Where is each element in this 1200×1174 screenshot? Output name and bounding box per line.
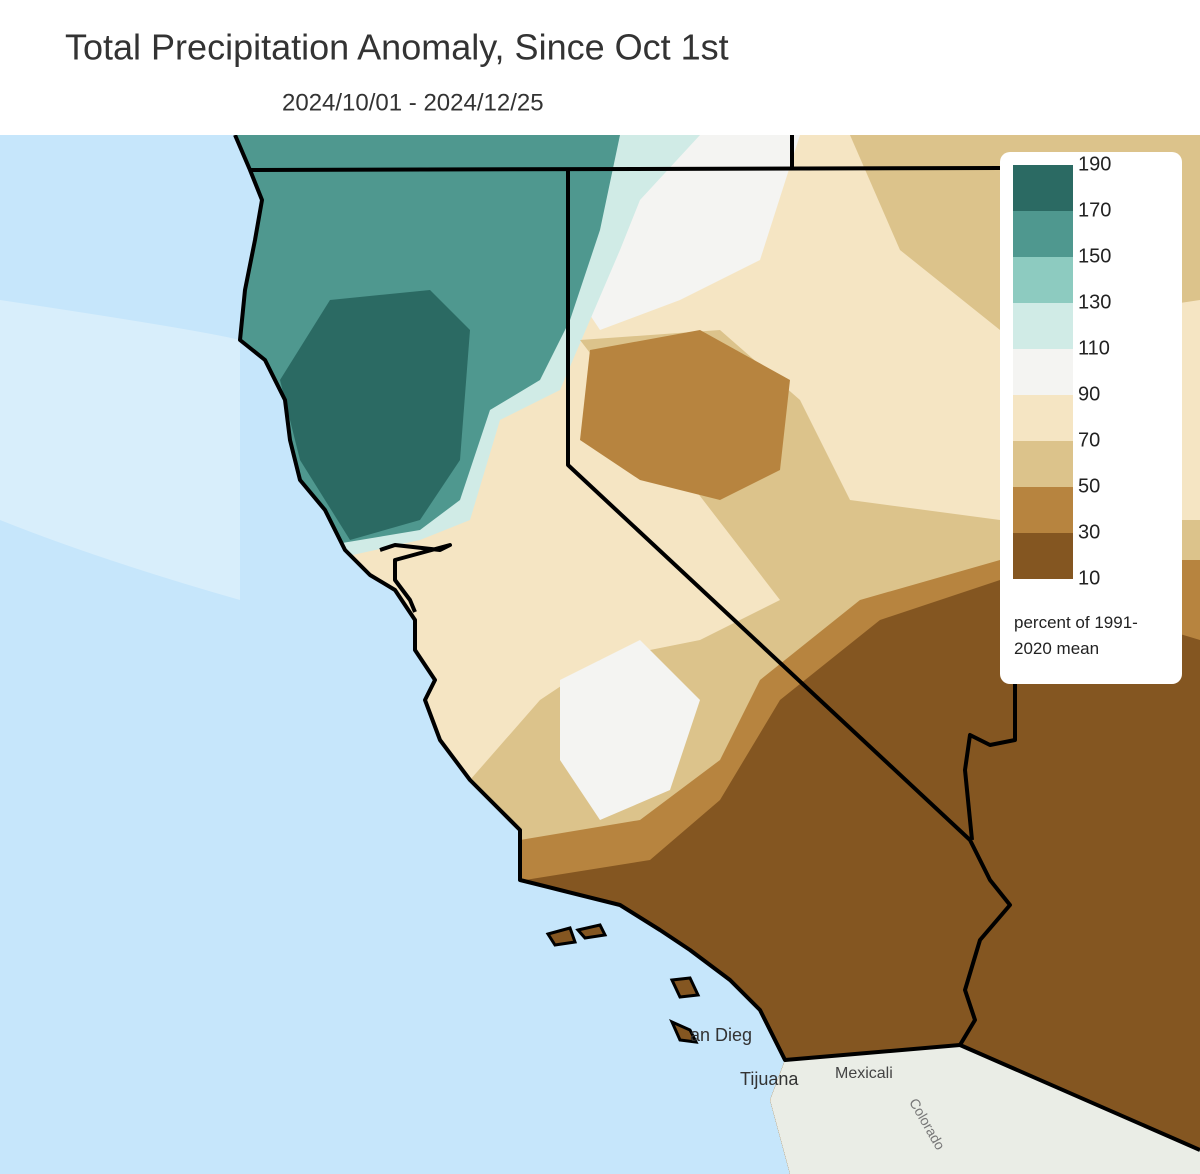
legend-tick-label: 50	[1078, 475, 1100, 497]
legend-caption-box: percent of 1991-2020 mean	[1014, 613, 1138, 658]
legend-swatch	[1013, 395, 1073, 441]
legend-tick-label: 150	[1078, 245, 1111, 267]
legend-swatch	[1013, 303, 1073, 349]
legend-swatch	[1013, 165, 1073, 211]
place-label: an Dieg	[690, 1025, 752, 1045]
legend-tick-label: 170	[1078, 199, 1111, 221]
mexico	[770, 1045, 1200, 1174]
borders	[233, 134, 1200, 1152]
legend-caption: percent of 1991-2020 mean	[1014, 613, 1138, 658]
shelf	[0, 300, 240, 600]
place-label: Tijuana	[740, 1069, 799, 1089]
zone-wettest	[280, 290, 470, 540]
legend-swatch	[1013, 487, 1073, 533]
legend-tick-label: 70	[1078, 429, 1100, 451]
legend-swatch	[1013, 349, 1073, 395]
title: Total Precipitation Anomaly, Since Oct 1…	[65, 27, 729, 68]
legend-tick-label: 130	[1078, 291, 1111, 313]
legend-tick-label: 110	[1078, 337, 1110, 359]
legend-swatch	[1013, 211, 1073, 257]
zone-normal-valley	[560, 640, 700, 820]
legend: 190 170 150 130 110 90 70 50 30 10 percent of 1991…	[1000, 152, 1182, 684]
legend-tick-label: 190	[1078, 153, 1111, 175]
legend-swatch	[1013, 257, 1073, 303]
legend-tick-label: 10	[1078, 567, 1100, 589]
subtitle: 2024/10/01 - 2024/12/25	[282, 89, 544, 116]
legend-tick-label: 30	[1078, 521, 1100, 543]
header	[0, 0, 1200, 135]
legend-swatch	[1013, 441, 1073, 487]
legend-tick-label: 90	[1078, 383, 1100, 405]
legend-swatch	[1013, 533, 1073, 579]
islands	[545, 923, 701, 1044]
zone-drier-nv	[580, 330, 790, 500]
place-label: Mexicali	[835, 1065, 893, 1082]
